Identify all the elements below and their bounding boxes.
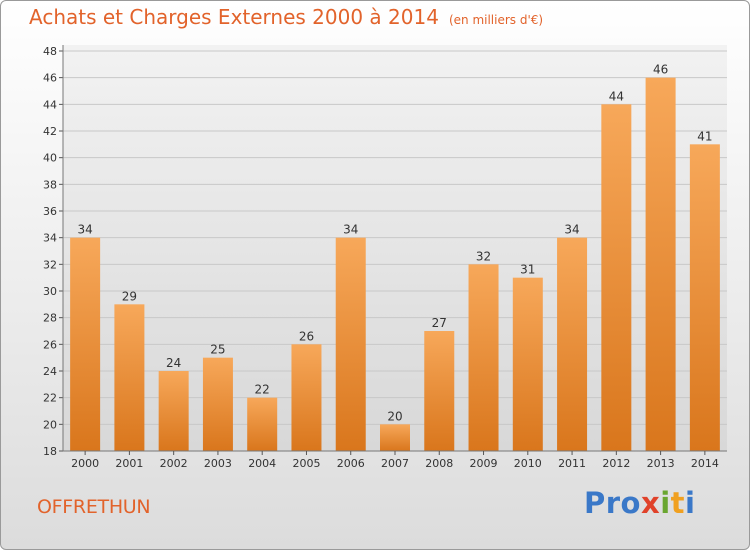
x-tick-label-2003: 2003 [204, 457, 232, 470]
y-tick-label: 36 [43, 205, 57, 218]
bar-2014 [689, 144, 720, 452]
x-tick-label-2010: 2010 [514, 457, 542, 470]
y-tick-label: 34 [43, 232, 57, 245]
bar-2004 [247, 397, 278, 451]
data-label-2011: 34 [564, 223, 579, 237]
logo-part-1: Pro [584, 486, 641, 520]
bars: 34 29 24 25 22 26 34 20 27 32 31 34 44 46 41 [70, 63, 720, 452]
x-tick-label-2011: 2011 [558, 457, 586, 470]
x-tick-label-2000: 2000 [71, 457, 99, 470]
logo-part-4: t [670, 486, 686, 520]
y-tick-label: 48 [43, 45, 57, 58]
y-tick-label: 44 [43, 98, 57, 111]
x-tick-label-2007: 2007 [381, 457, 409, 470]
x-tick-label-2006: 2006 [337, 457, 365, 470]
bar-2012 [601, 104, 632, 451]
bar-2005 [291, 344, 322, 451]
x-tick-label-2004: 2004 [248, 457, 276, 470]
proxiti-logo: Proxiti [584, 486, 695, 520]
data-label-2010: 31 [520, 263, 535, 277]
data-label-2005: 26 [299, 329, 314, 343]
data-label-2001: 29 [122, 289, 137, 303]
bar-2013 [645, 77, 676, 452]
bar-2009 [468, 264, 499, 451]
bar-2000 [70, 237, 101, 451]
y-tick-label: 26 [43, 338, 57, 351]
y-tick-label: 22 [43, 392, 57, 405]
chart-title: Achats et Charges Externes 2000 à 2014 (e… [29, 5, 543, 29]
chart-title-text: Achats et Charges Externes 2000 à 2014 [29, 5, 439, 29]
x-tick-label-2014: 2014 [691, 457, 719, 470]
chart-unit: (en milliers d'€) [448, 13, 544, 27]
x-axis: 2000 2001 2002 2003 2004 2005 2006 2007 2008 2009… [71, 451, 719, 470]
bar-2002 [158, 371, 189, 451]
x-tick-label-2002: 2002 [160, 457, 188, 470]
x-tick-label-2009: 2009 [470, 457, 498, 470]
x-tick-label-2013: 2013 [647, 457, 675, 470]
data-label-2012: 44 [609, 89, 624, 103]
y-tick-label: 42 [43, 125, 57, 138]
data-label-2004: 22 [255, 383, 270, 397]
y-tick-label: 32 [43, 258, 57, 271]
data-label-2007: 20 [387, 409, 402, 423]
x-tick-label-2008: 2008 [425, 457, 453, 470]
data-label-2013: 46 [653, 63, 668, 77]
y-tick-label: 30 [43, 285, 57, 298]
bar-2011 [557, 237, 588, 451]
logo-part-5: i [685, 486, 696, 520]
data-label-2000: 34 [77, 223, 92, 237]
x-tick-label-2012: 2012 [602, 457, 630, 470]
bar-2003 [202, 357, 233, 451]
bar-2007 [380, 424, 410, 451]
y-tick-label: 24 [43, 365, 57, 378]
x-tick-label-2005: 2005 [292, 457, 320, 470]
data-label-2002: 24 [166, 356, 181, 370]
bar-2008 [424, 331, 455, 451]
y-tick-label: 20 [43, 418, 57, 431]
y-tick-label: 38 [43, 178, 57, 191]
bar-2001 [114, 304, 145, 451]
commune-name: OFFRETHUN [37, 496, 151, 518]
data-label-2014: 41 [697, 129, 712, 143]
y-tick-label: 46 [43, 72, 57, 85]
logo-part-2: x [640, 486, 661, 520]
y-tick-label: 28 [43, 312, 57, 325]
data-label-2009: 32 [476, 249, 491, 263]
bar-2010 [512, 277, 543, 451]
data-label-2006: 34 [343, 223, 358, 237]
bar-2006 [335, 237, 366, 451]
data-label-2008: 27 [432, 316, 447, 330]
data-label-2003: 25 [210, 343, 225, 357]
y-tick-label: 40 [43, 152, 57, 165]
x-tick-label-2001: 2001 [115, 457, 143, 470]
y-tick-label: 18 [43, 445, 57, 458]
logo-part-3: i [660, 486, 671, 520]
